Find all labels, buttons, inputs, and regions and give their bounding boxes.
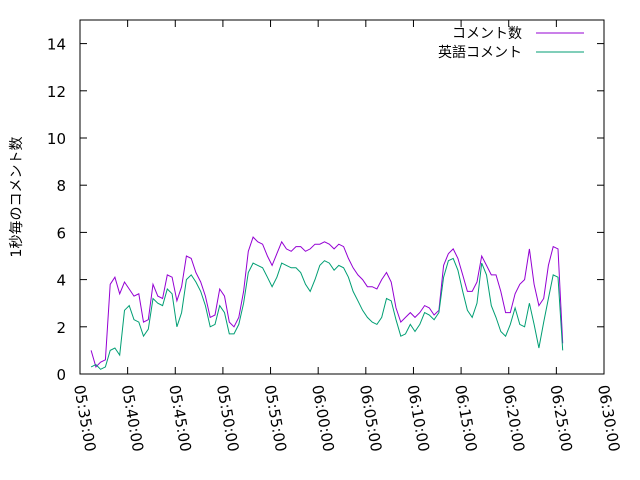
series-line-0 xyxy=(90,236,564,368)
y-axis-label: 1秒毎のコメント数 xyxy=(9,137,25,258)
y-tick-label: 4 xyxy=(56,272,66,290)
plot-frame xyxy=(79,19,605,375)
x-tick-label: 06:25:00 xyxy=(546,384,575,453)
x-tick-label: 06:00:00 xyxy=(308,384,337,453)
y-tick-label: 12 xyxy=(47,83,66,101)
x-axis: 05:35:00 05:40:00 05:45:00 05:50:00 05:55:00… xyxy=(70,20,623,453)
series-layer xyxy=(90,236,564,370)
y-tick-label: 2 xyxy=(56,319,66,337)
x-tick-label: 06:15:00 xyxy=(451,384,480,453)
x-tick-label: 05:50:00 xyxy=(213,384,242,453)
y-tick-label: 0 xyxy=(56,366,66,384)
series-line-1 xyxy=(90,257,564,370)
y-tick-label: 8 xyxy=(56,177,66,195)
y-axis: 0 2 4 6 8 10 12 14 xyxy=(47,36,604,384)
legend-label-0: コメント数 xyxy=(452,26,522,42)
y-tick-label: 6 xyxy=(56,224,66,242)
x-tick-label: 06:10:00 xyxy=(404,384,433,453)
y-tick-label: 14 xyxy=(47,36,66,54)
x-tick-label: 06:05:00 xyxy=(356,384,385,453)
x-tick-label: 05:40:00 xyxy=(118,384,147,453)
legend-label-1: 英語コメント xyxy=(438,44,522,61)
x-tick-label: 05:45:00 xyxy=(165,384,194,453)
y-tick-label: 10 xyxy=(47,130,66,148)
x-tick-label: 06:30:00 xyxy=(594,384,623,453)
x-tick-label: 05:35:00 xyxy=(70,384,99,453)
x-tick-label: 06:20:00 xyxy=(499,384,528,453)
x-tick-label: 05:55:00 xyxy=(261,384,290,453)
